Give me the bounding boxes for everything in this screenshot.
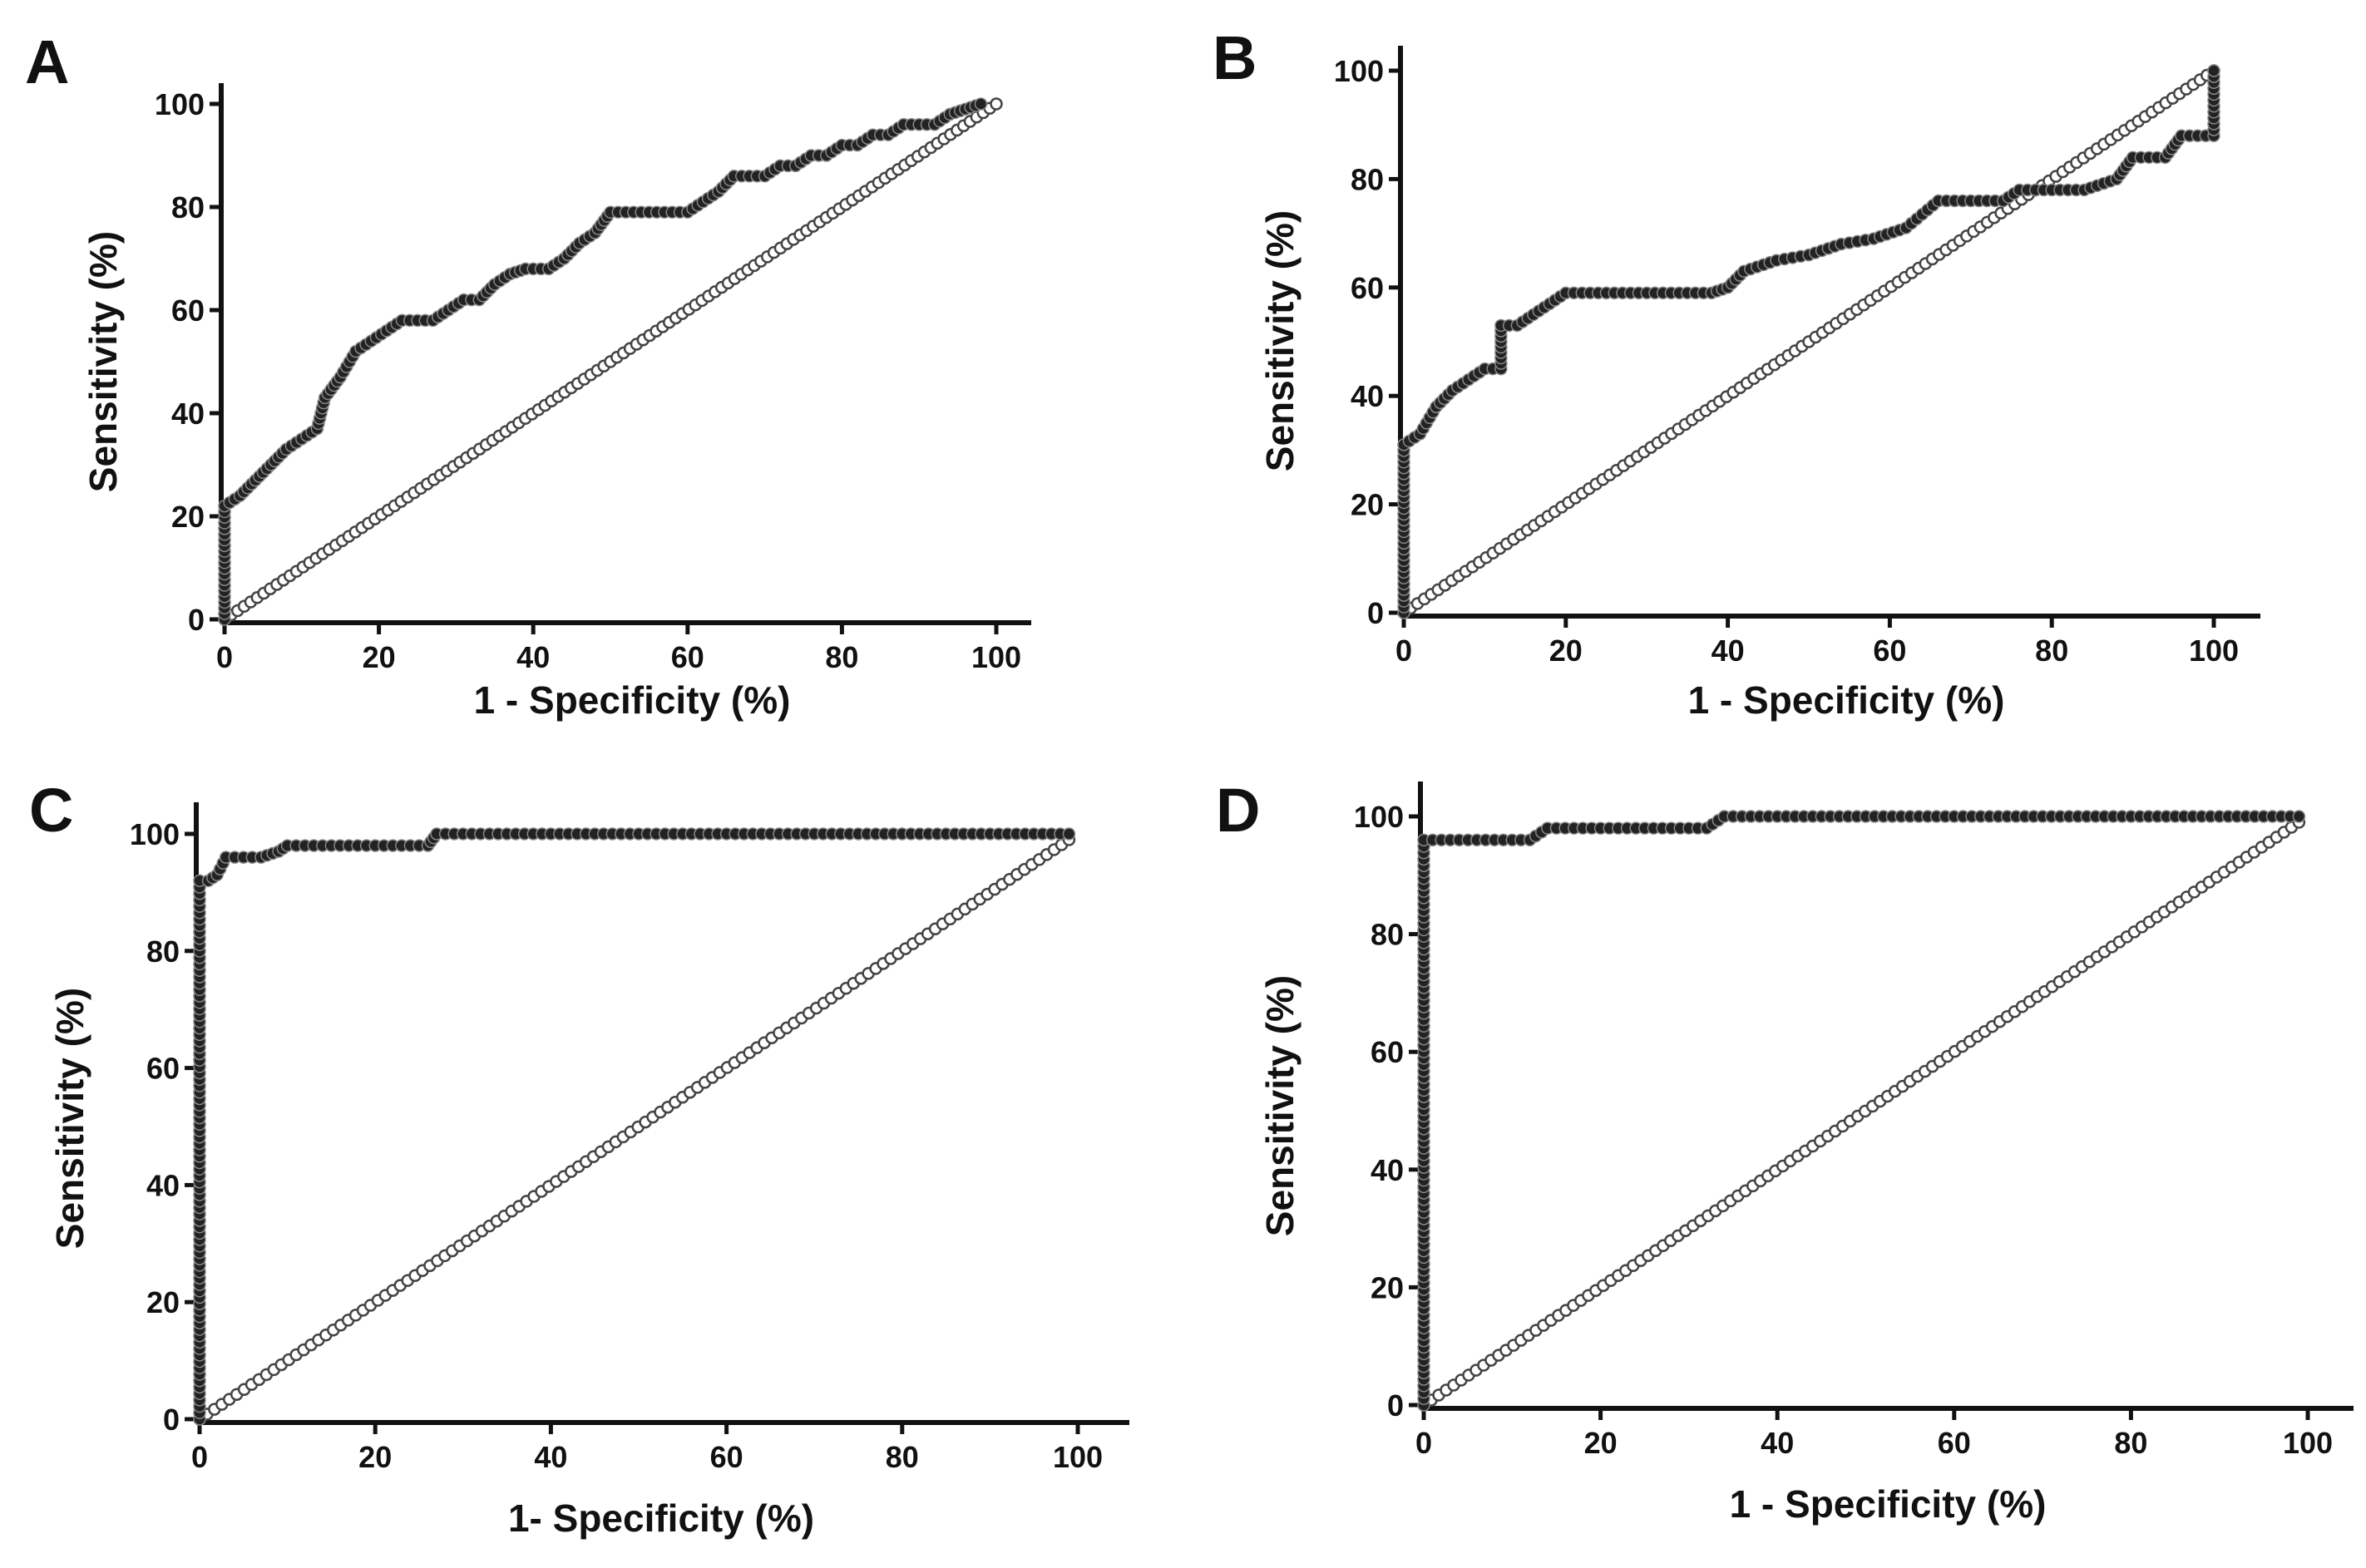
- chart-panel-d: D 0 20 40 60 80 100 0 20 40 60 80 100 1 - Specificity…: [1216, 776, 2354, 1526]
- x-tick-label: 60: [1873, 634, 1906, 668]
- roc-point: [974, 97, 988, 111]
- y-tick-label: 40: [1371, 1153, 1404, 1187]
- panel-label: D: [1216, 776, 1260, 845]
- y-axis-title: Sensitivity (%): [48, 988, 91, 1249]
- y-tick-label: 40: [146, 1168, 180, 1202]
- x-tick-label: 20: [358, 1440, 392, 1474]
- y-axis-title: Sensitivity (%): [82, 231, 125, 492]
- x-tick-label: 40: [516, 640, 550, 674]
- roc-point: [1062, 827, 1076, 841]
- y-tick-label: 100: [155, 87, 205, 121]
- y-tick-label: 60: [171, 293, 205, 328]
- reference-point: [990, 97, 1003, 111]
- chart-panel-c: C 0 20 40 60 80 100 0 20 40 60 80 100 1- Specificity …: [29, 776, 1129, 1540]
- chart-panel-a: A 0 20 40 60 80 100 0 20 40 60 80 100 1 - Specificity…: [25, 27, 1031, 722]
- y-tick-label: 60: [146, 1052, 180, 1086]
- y-tick-label: 20: [146, 1285, 180, 1319]
- y-tick-label: 40: [1351, 379, 1384, 413]
- y-axis-title: Sensitivity (%): [1258, 210, 1302, 471]
- chart-panel-b: B 0 20 40 60 80 100 0 20 40 60 80 100 1 - Specificity…: [1213, 23, 2260, 722]
- y-tick-label: 0: [1367, 596, 1384, 630]
- x-tick-label: 60: [671, 640, 704, 674]
- x-axis-title: 1 - Specificity (%): [474, 678, 791, 722]
- x-tick-label: 60: [1938, 1426, 1971, 1460]
- x-tick-label: 100: [2189, 634, 2239, 668]
- y-tick-label: 0: [1387, 1388, 1404, 1423]
- panel-label: A: [25, 27, 69, 96]
- y-tick-label: 80: [146, 934, 180, 969]
- x-tick-label: 80: [825, 640, 858, 674]
- x-tick-label: 20: [363, 640, 396, 674]
- x-tick-label: 80: [2035, 634, 2068, 668]
- y-tick-label: 0: [163, 1403, 180, 1437]
- x-tick-label: 20: [1584, 1426, 1618, 1460]
- x-tick-label: 40: [1761, 1426, 1794, 1460]
- x-tick-label: 0: [191, 1440, 208, 1474]
- y-tick-label: 60: [1371, 1035, 1404, 1069]
- roc-point: [2207, 64, 2220, 77]
- x-tick-label: 80: [886, 1440, 919, 1474]
- y-tick-label: 80: [171, 190, 205, 224]
- y-tick-label: 100: [130, 817, 180, 851]
- panel-label: B: [1213, 23, 1257, 92]
- x-axis-title: 1 - Specificity (%): [1688, 678, 2005, 722]
- x-tick-label: 100: [2283, 1426, 2333, 1460]
- x-tick-label: 40: [534, 1440, 567, 1474]
- x-tick-label: 0: [1415, 1426, 1432, 1460]
- x-tick-label: 100: [1053, 1440, 1103, 1474]
- y-tick-label: 80: [1371, 918, 1404, 952]
- y-tick-label: 80: [1351, 162, 1384, 196]
- x-tick-label: 0: [1395, 634, 1412, 668]
- x-tick-label: 100: [971, 640, 1021, 674]
- x-tick-label: 20: [1549, 634, 1583, 668]
- y-tick-label: 20: [1371, 1270, 1404, 1304]
- y-tick-label: 0: [188, 603, 205, 637]
- x-tick-label: 0: [216, 640, 233, 674]
- roc-point: [2292, 810, 2306, 823]
- x-tick-label: 40: [1712, 634, 1745, 668]
- x-tick-label: 80: [2114, 1426, 2147, 1460]
- y-tick-label: 60: [1351, 271, 1384, 305]
- x-axis-title: 1 - Specificity (%): [1730, 1482, 2047, 1526]
- y-tick-label: 40: [171, 397, 205, 431]
- x-axis-title: 1- Specificity (%): [508, 1497, 814, 1540]
- y-tick-label: 20: [171, 500, 205, 534]
- y-tick-label: 100: [1354, 800, 1404, 834]
- y-tick-label: 20: [1351, 488, 1384, 522]
- y-axis-title: Sensitivity (%): [1258, 975, 1302, 1236]
- y-tick-label: 100: [1334, 54, 1384, 88]
- panel-label: C: [29, 776, 73, 845]
- x-tick-label: 60: [710, 1440, 743, 1474]
